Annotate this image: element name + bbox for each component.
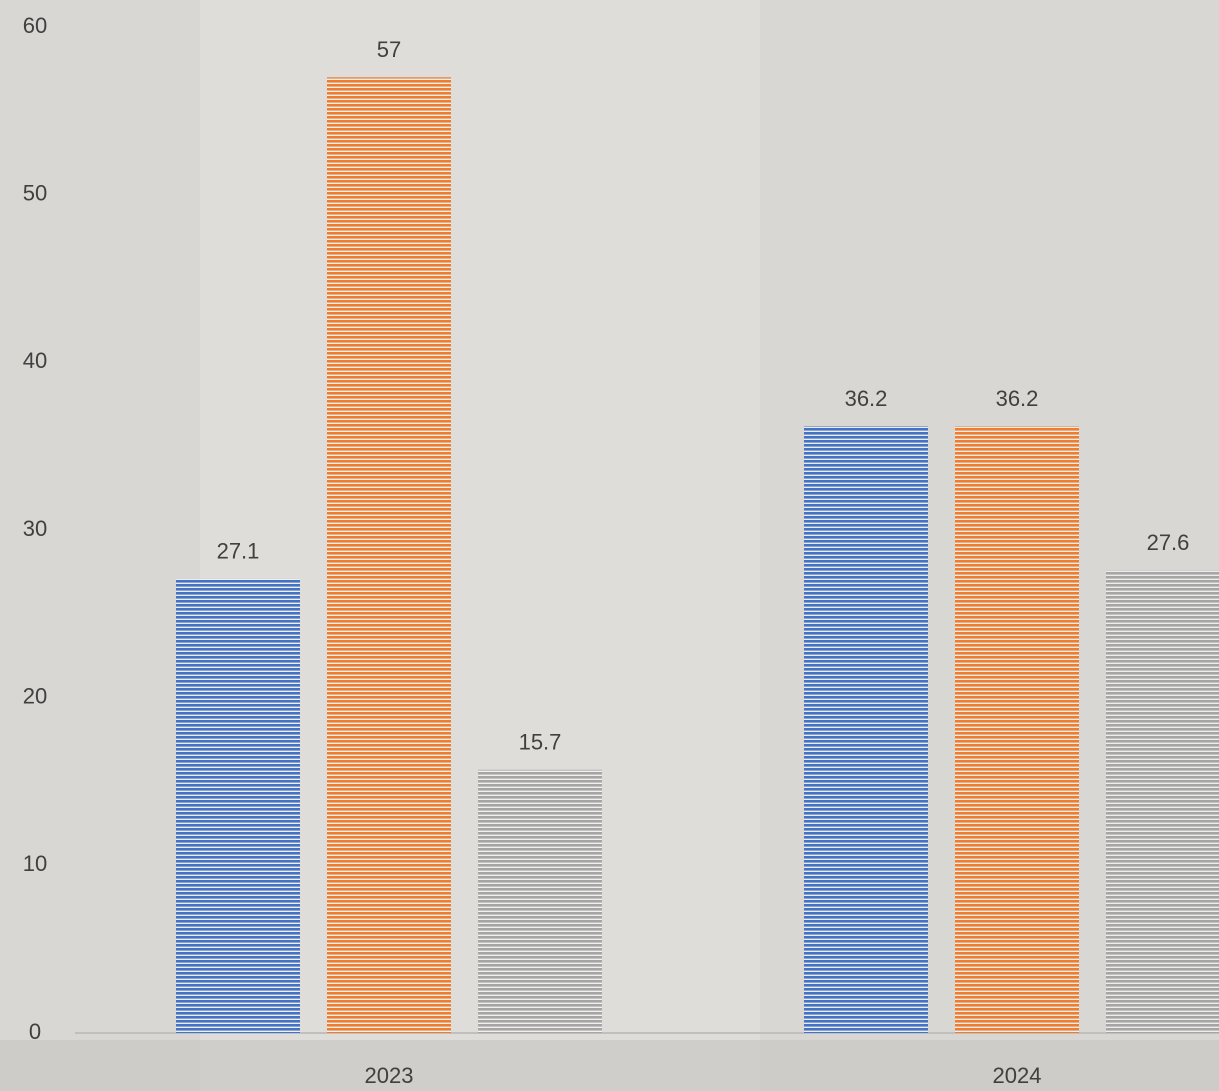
bar: [1106, 570, 1219, 1033]
value-label: 36.2: [996, 386, 1039, 411]
y-tick-label: 10: [23, 851, 47, 876]
y-tick-label: 60: [23, 13, 47, 38]
x-tick-label: 2023: [365, 1063, 414, 1088]
y-tick-label: 50: [23, 180, 47, 205]
value-label: 27.1: [217, 538, 260, 563]
value-label: 57: [377, 37, 401, 62]
y-tick-label: 30: [23, 516, 47, 541]
y-tick-label: 0: [29, 1019, 41, 1044]
bar: [955, 426, 1079, 1033]
value-label: 27.6: [1147, 530, 1190, 555]
bar: [327, 77, 451, 1033]
x-tick-label: 2024: [993, 1063, 1042, 1088]
bar: [478, 770, 602, 1033]
value-label: 36.2: [845, 386, 888, 411]
bar: [176, 579, 300, 1033]
y-tick-label: 20: [23, 683, 47, 708]
y-tick-label: 40: [23, 348, 47, 373]
bar: [804, 426, 928, 1033]
chart: 0 10 20 30 40 50 60 2023 27.1 57 15.7 2024 36.2 36.2 2…: [0, 0, 1219, 1091]
value-label: 15.7: [519, 730, 562, 755]
